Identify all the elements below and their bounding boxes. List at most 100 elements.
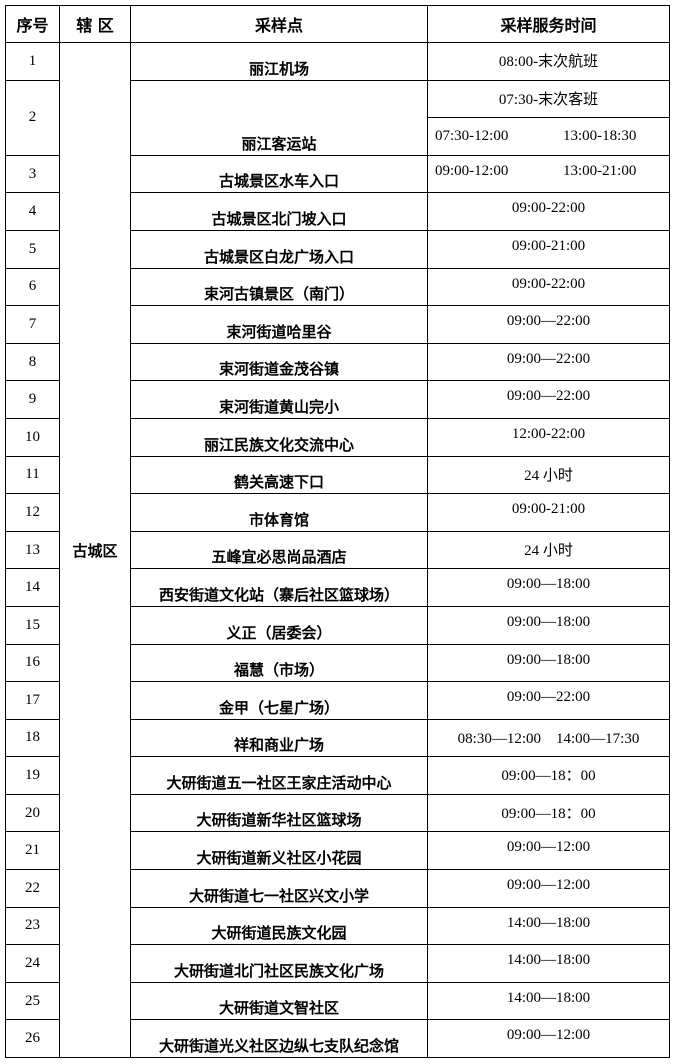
service-time: 09:00—22:00: [427, 380, 670, 419]
site-name: 丽江客运站: [130, 79, 428, 156]
service-time: 07:30-末次客班: [427, 79, 670, 119]
service-time: 14:00—18:00: [427, 944, 670, 983]
service-time: 09:00—18:00: [427, 605, 670, 645]
table-row: 4 古城景区北门坡入口 09:00-22:00: [5, 192, 670, 231]
service-time: 09:00—18：00: [427, 793, 670, 833]
row-number: 20: [5, 793, 60, 833]
time-slot: 09:00-12:00: [435, 162, 509, 179]
site-name: 祥和商业广场: [130, 718, 428, 758]
table-row: 14 西安街道文化站（寨后社区篮球场） 09:00—18:00: [5, 568, 670, 607]
table-row: 15 义正（居委会） 09:00—18:00: [5, 605, 670, 645]
site-name: 大研街道新华社区篮球场: [130, 793, 428, 833]
service-time: 09:00-22:00: [427, 192, 670, 231]
row-number: 23: [5, 906, 60, 946]
site-name: 义正（居委会）: [130, 605, 428, 645]
row-number: 21: [5, 831, 60, 871]
time-slot: 13:00-18:30: [563, 128, 637, 145]
site-name: 束河街道黄山完小: [130, 380, 428, 419]
site-name: 市体育馆: [130, 493, 428, 532]
row-number: 6: [5, 267, 60, 307]
header-site: 采样点: [130, 5, 428, 43]
site-name: 大研街道光义社区边纵七支队纪念馆: [130, 1019, 428, 1059]
row-number: 19: [5, 756, 60, 795]
header-district: 辖 区: [59, 5, 131, 43]
site-name: 古城景区水车入口: [130, 154, 428, 194]
service-time: 09:00—18:00: [427, 643, 670, 683]
header-time: 采样服务时间: [427, 5, 670, 43]
table-row: 16 福慧（市场） 09:00—18:00: [5, 643, 670, 683]
table-row: 7 束河街道哈里谷 09:00—22:00: [5, 305, 670, 344]
site-name: 丽江机场: [130, 42, 428, 81]
header-no: 序号: [5, 5, 60, 43]
row-number: 16: [5, 643, 60, 683]
row-number: 17: [5, 681, 60, 720]
service-time: 09:00—12:00: [427, 831, 670, 871]
row-number: 18: [5, 718, 60, 758]
service-time: 08:00-末次航班: [427, 42, 670, 81]
site-name: 古城景区白龙广场入口: [130, 229, 428, 269]
row-number: 7: [5, 305, 60, 344]
service-time: 24 小时: [427, 530, 670, 570]
row-number: 15: [5, 605, 60, 645]
table-row: 3 古城景区水车入口 09:00-12:00 13:00-21:00: [5, 154, 670, 194]
row-number: 4: [5, 192, 60, 231]
row-number: 11: [5, 455, 60, 495]
row-number: 22: [5, 869, 60, 908]
row-number: 25: [5, 981, 60, 1021]
sampling-sites-table: 序号 辖 区 采样点 采样服务时间 1 古城区 丽江机场 08:00-末次航班 2 丽江客…: [5, 5, 670, 1059]
site-name: 大研街道民族文化园: [130, 906, 428, 946]
table-row: 25 大研街道文智社区 14:00—18:00: [5, 981, 670, 1021]
header-row: 序号 辖 区 采样点 采样服务时间: [5, 5, 670, 43]
table-row: 26 大研街道光义社区边纵七支队纪念馆 09:00—12:00: [5, 1019, 670, 1059]
service-time: 14:00—18:00: [427, 906, 670, 946]
table-row: 17 金甲（七星广场） 09:00—22:00: [5, 681, 670, 720]
site-name: 丽江民族文化交流中心: [130, 417, 428, 457]
service-time: 09:00—18:00: [427, 568, 670, 607]
row-number: 26: [5, 1019, 60, 1059]
service-time: 24 小时: [427, 455, 670, 495]
row-number: 5: [5, 229, 60, 269]
site-name: 大研街道新义社区小花园: [130, 831, 428, 871]
site-name: 束河古镇景区（南门）: [130, 267, 428, 307]
service-time: 09:00-12:00 13:00-21:00: [427, 154, 670, 194]
service-time: 09:00-22:00: [427, 267, 670, 307]
service-time: 09:00—12:00: [427, 1019, 670, 1059]
table-row: 11 鹤关高速下口 24 小时: [5, 455, 670, 495]
row-number: 1: [5, 42, 60, 81]
row-number: 2: [5, 79, 60, 156]
service-time: 08:30—12:00 14:00—17:30: [427, 718, 670, 758]
table-subrow: 07:30-12:00 13:00-18:30: [6, 117, 670, 156]
row-number: 14: [5, 568, 60, 607]
row-number: 3: [5, 154, 60, 194]
site-name: 束河街道金茂谷镇: [130, 342, 428, 382]
table-row: 21 大研街道新义社区小花园 09:00—12:00: [5, 831, 670, 871]
service-time: 07:30-12:00 13:00-18:30: [427, 117, 670, 156]
site-name: 大研街道五一社区王家庄活动中心: [130, 756, 428, 795]
service-time: 12:00-22:00: [427, 417, 670, 457]
row-number: 12: [5, 493, 60, 532]
time-slot: 07:30-12:00: [435, 128, 509, 145]
site-name: 大研街道北门社区民族文化广场: [130, 944, 428, 983]
row-number: 10: [5, 417, 60, 457]
table-row: 8 束河街道金茂谷镇 09:00—22:00: [5, 342, 670, 382]
table-row: 24 大研街道北门社区民族文化广场 14:00—18:00: [5, 944, 670, 983]
row-number: 24: [5, 944, 60, 983]
site-name: 鹤关高速下口: [130, 455, 428, 495]
service-time: 14:00—18:00: [427, 981, 670, 1021]
service-time: 09:00—22:00: [427, 681, 670, 720]
service-time: 09:00-21:00: [427, 229, 670, 269]
site-name: 大研街道文智社区: [130, 981, 428, 1021]
district-cell: 古城区: [59, 41, 131, 1059]
row-number: 8: [5, 342, 60, 382]
site-name: 古城景区北门坡入口: [130, 192, 428, 231]
service-time: 09:00—18：00: [427, 756, 670, 795]
table-row: 1 古城区 丽江机场 08:00-末次航班: [5, 41, 670, 1059]
row-number: 9: [5, 380, 60, 419]
time-slot: 13:00-21:00: [563, 162, 637, 179]
site-name: 束河街道哈里谷: [130, 305, 428, 344]
service-time: 09:00—22:00: [427, 342, 670, 382]
site-name: 福慧（市场）: [130, 643, 428, 683]
service-time: 09:00—12:00: [427, 869, 670, 908]
site-name: 金甲（七星广场）: [130, 681, 428, 720]
service-time: 09:00-21:00: [427, 493, 670, 532]
